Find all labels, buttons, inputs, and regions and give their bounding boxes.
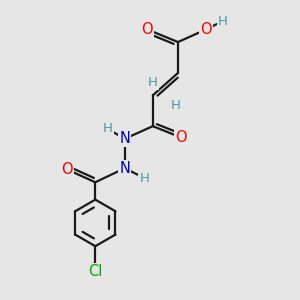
Text: H: H <box>140 172 149 184</box>
Text: H: H <box>103 122 113 136</box>
Text: H: H <box>148 76 158 89</box>
Text: N: N <box>119 161 130 176</box>
Text: O: O <box>61 162 73 177</box>
Text: O: O <box>200 22 212 37</box>
Text: O: O <box>175 130 187 145</box>
Text: O: O <box>141 22 153 37</box>
Text: H: H <box>218 14 228 28</box>
Text: H: H <box>170 99 180 112</box>
Text: Cl: Cl <box>88 265 103 280</box>
Text: N: N <box>119 131 130 146</box>
